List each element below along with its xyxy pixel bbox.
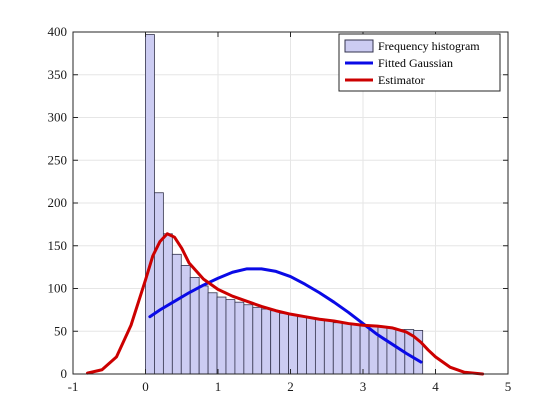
histogram-bar	[243, 304, 254, 375]
histogram-bars	[145, 34, 424, 375]
legend-patch-frequency-histogram	[344, 39, 374, 53]
histogram-bar	[359, 324, 370, 375]
x-tick-label: 1	[215, 379, 222, 394]
histogram-bar	[279, 312, 289, 375]
x-tick-label: -1	[68, 379, 79, 394]
x-tick-label: 3	[360, 379, 367, 394]
legend-label-fitted-gaussian: Fitted Gaussian	[378, 56, 453, 70]
y-tick-label: 350	[48, 67, 68, 82]
series-lines	[86, 232, 485, 376]
histogram-bar	[171, 253, 182, 375]
legend-label-frequency-histogram: Frequency histogram	[378, 39, 480, 53]
histogram-bar	[216, 296, 227, 375]
y-tick-label: 250	[48, 152, 68, 167]
histogram-bar	[154, 192, 164, 375]
histogram-bar	[234, 301, 245, 375]
histogram-bar	[332, 322, 343, 375]
legend-label-estimator: Estimator	[378, 73, 425, 87]
axes	[72, 31, 509, 375]
histogram-bar	[198, 285, 209, 375]
histogram-bar	[288, 314, 298, 375]
x-tick-label: 5	[505, 379, 512, 394]
y-tick-label: 50	[54, 323, 67, 338]
histogram-bar	[225, 299, 236, 375]
histogram-bar	[207, 292, 218, 375]
x-tick-label: 4	[432, 379, 439, 394]
histogram-bar	[261, 308, 272, 375]
histogram-bar	[386, 327, 397, 375]
histogram-bar	[270, 310, 281, 375]
x-tick-label: 2	[287, 379, 294, 394]
histogram-bar	[180, 265, 191, 375]
y-tick-label: 200	[48, 195, 68, 210]
histogram-bar	[252, 306, 263, 375]
histogram-bar	[341, 323, 352, 375]
histogram-bar	[297, 316, 307, 375]
x-tick-label: 0	[142, 379, 149, 394]
histogram-bar	[314, 318, 325, 375]
y-tick-label: 0	[61, 366, 68, 381]
y-tick-label: 300	[48, 110, 68, 125]
histogram-bar	[145, 34, 155, 375]
histogram-bar	[323, 320, 334, 375]
legend: Frequency histogram Fitted Gaussian Esti…	[338, 33, 501, 92]
histogram-bar	[350, 324, 361, 375]
histogram-bar	[306, 317, 316, 375]
histogram-bar	[377, 326, 388, 375]
y-tick-label: 100	[48, 281, 68, 296]
y-tick-label: 150	[48, 238, 68, 253]
fitted-gaussian-line	[148, 267, 423, 364]
y-tick-label: 400	[48, 24, 68, 39]
estimator-line	[86, 232, 485, 376]
